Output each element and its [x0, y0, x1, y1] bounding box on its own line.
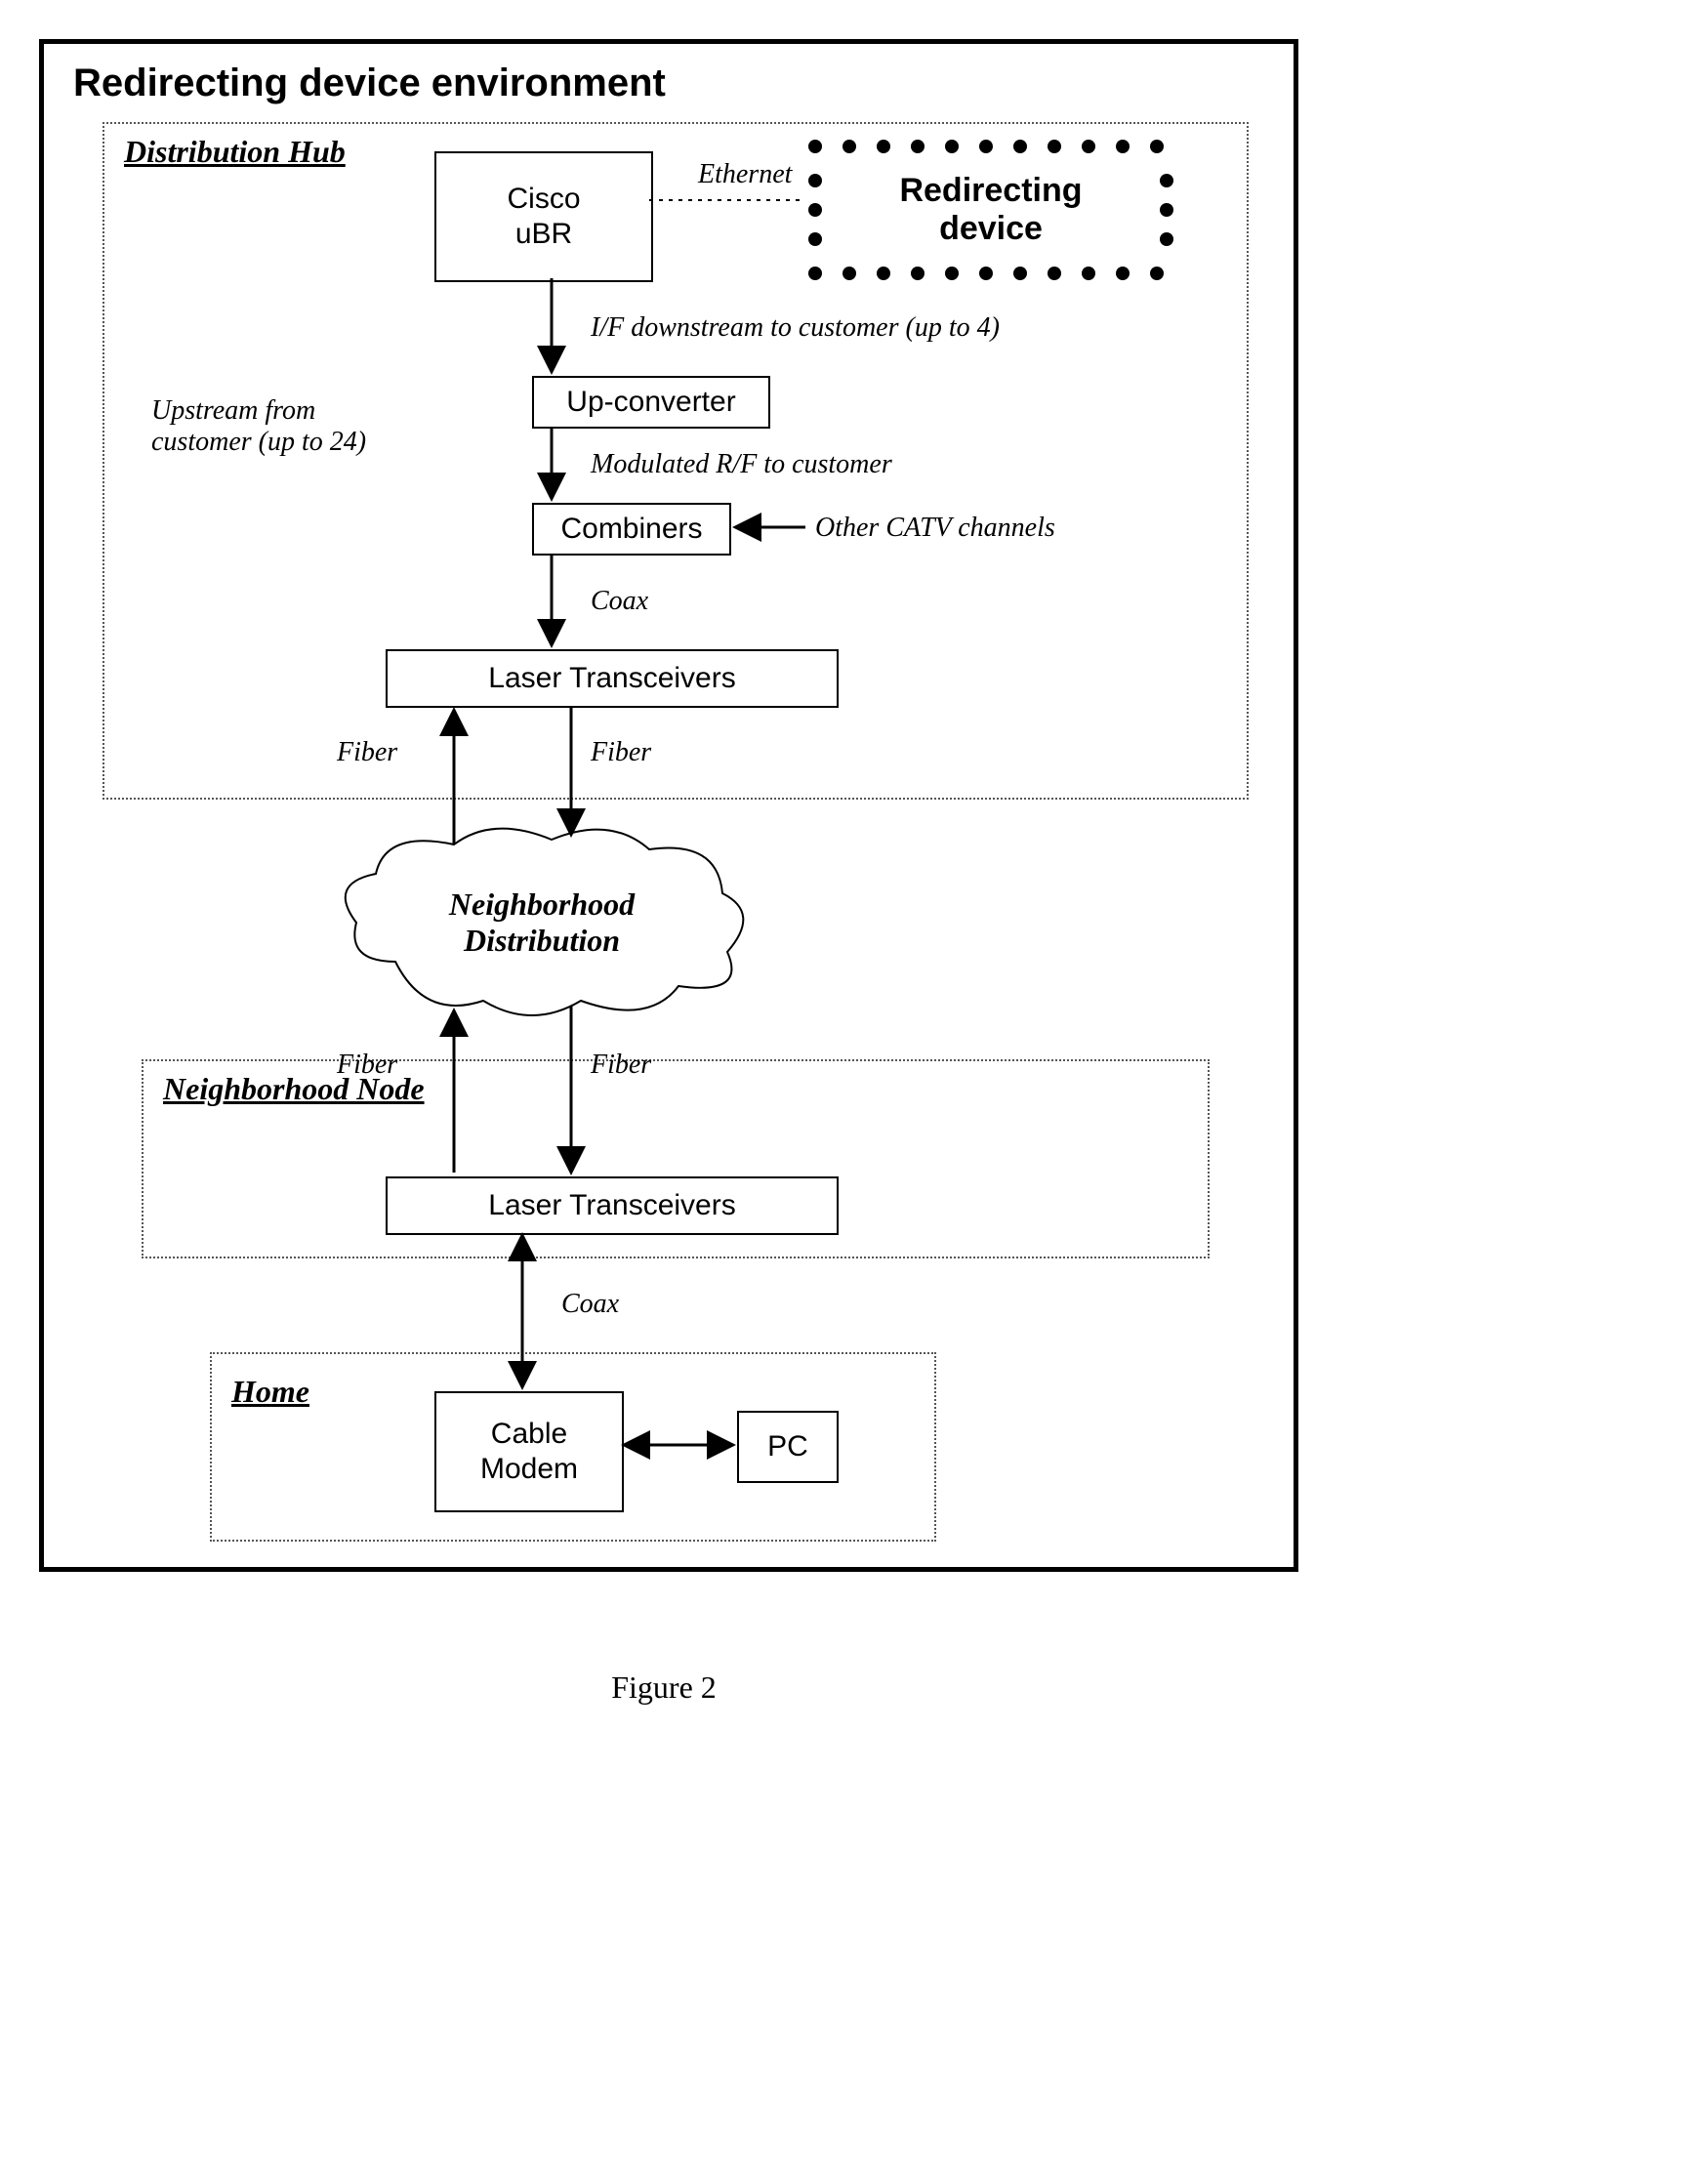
- label-modulated-rf: Modulated R/F to customer: [591, 449, 892, 480]
- box-cisco-ubr: Cisco uBR: [434, 151, 653, 282]
- box-pc: PC: [737, 1411, 839, 1483]
- box-redirecting-device-label: Redirecting device: [805, 137, 1176, 283]
- box-cable-modem: Cable Modem: [434, 1391, 624, 1512]
- box-laser-transceivers-2: Laser Transceivers: [386, 1176, 839, 1235]
- label-other-catv: Other CATV channels: [815, 513, 1055, 544]
- label-fiber-dl-1: Fiber: [591, 737, 651, 768]
- box-redirecting-device: Redirecting device: [805, 137, 1176, 283]
- label-ethernet: Ethernet: [698, 159, 792, 190]
- label-fiber-ul-2: Fiber: [337, 1050, 397, 1081]
- box-up-converter: Up-converter: [532, 376, 770, 429]
- label-upstream: Upstream from customer (up to 24): [151, 395, 366, 458]
- diagram-title: Redirecting device environment: [73, 62, 666, 105]
- box-laser-transceivers-1: Laser Transceivers: [386, 649, 839, 708]
- label-coax-1: Coax: [591, 586, 648, 617]
- cloud-neighborhood-distribution: Neighborhood Distribution: [327, 815, 757, 1030]
- figure-caption: Figure 2: [39, 1669, 1289, 1706]
- box-combiners: Combiners: [532, 503, 731, 556]
- diagram-frame: Redirecting device environment Distribut…: [39, 39, 1298, 1572]
- group-label-home: Home: [231, 1374, 309, 1410]
- label-fiber-ul-1: Fiber: [337, 737, 397, 768]
- label-if-downstream: I/F downstream to customer (up to 4): [591, 312, 1000, 344]
- group-label-distribution-hub: Distribution Hub: [124, 134, 346, 170]
- cloud-label: Neighborhood Distribution: [327, 815, 757, 1030]
- label-coax-2: Coax: [561, 1289, 619, 1320]
- label-fiber-dl-2: Fiber: [591, 1050, 651, 1081]
